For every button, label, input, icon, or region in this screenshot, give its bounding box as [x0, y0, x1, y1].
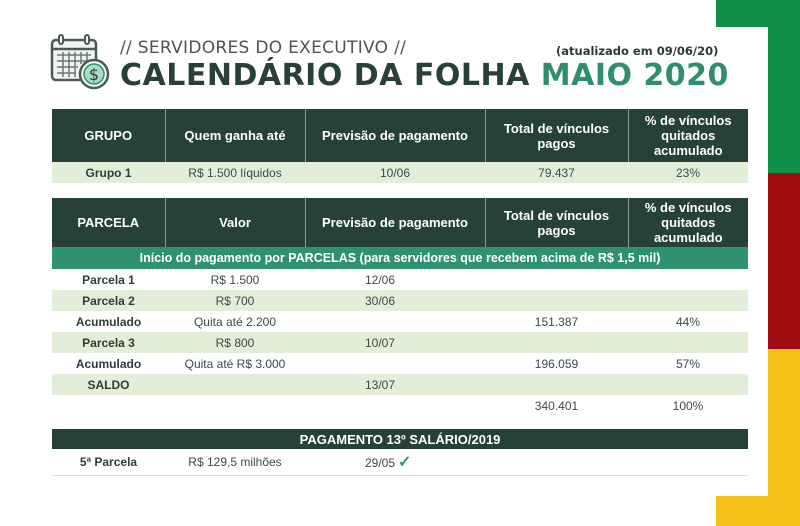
subtitle: // SERVIDORES DO EXECUTIVO //	[120, 38, 407, 58]
col-header-percent: % de vínculos quitados acumulado	[628, 109, 748, 162]
cell-total	[485, 269, 628, 290]
table-row: Acumulado Quita até 2.200 151.387 44%	[52, 311, 748, 332]
col-header-parcela: PARCELA	[52, 198, 166, 247]
col-header-percent: % de vínculos quitados acumulado	[628, 198, 748, 247]
cell-percent: 44%	[675, 314, 701, 329]
parcela-table: PARCELA Valor Previsão de pagamento Tota…	[52, 198, 748, 416]
date-text: 29/05	[365, 456, 396, 470]
flag-yellow-band-bottom	[716, 496, 800, 526]
col-header-valor: Valor	[165, 198, 306, 247]
cell-previsao: 12/06	[365, 272, 396, 287]
cell-parcela: Acumulado	[75, 356, 142, 371]
cell-parcela: SALDO	[52, 374, 165, 395]
cell-previsao: 10/06	[305, 162, 485, 183]
title-main: CALENDÁRIO DA FOLHA	[120, 58, 530, 93]
cell-total: 79.437	[485, 162, 628, 183]
cell-valor: R$ 1.500	[210, 272, 260, 287]
cell-valor	[165, 395, 305, 416]
table-row: Grupo 1 R$ 1.500 líquidos 10/06 79.437 2…	[52, 162, 748, 183]
table-row: SALDO 13/07	[52, 374, 748, 395]
svg-text:$: $	[89, 65, 99, 84]
cell-parcela: Parcela 2	[52, 290, 165, 311]
cell-previsao: 10/07	[305, 332, 485, 353]
cell-previsao: 30/06	[305, 290, 485, 311]
cell-total: 340.401	[534, 398, 579, 413]
table-row: Acumulado Quita até R$ 3.000 196.059 57%	[52, 353, 748, 374]
checkmark-icon: ✓	[398, 454, 412, 471]
cell-percent	[628, 332, 748, 353]
cell-parcela: Acumulado	[75, 314, 142, 329]
cell-previsao: 29/05 ✓	[305, 449, 485, 476]
cell-valor: R$ 700	[165, 290, 305, 311]
cell-total: 151.387	[534, 314, 579, 329]
table-row-total: 340.401 100%	[52, 395, 748, 416]
table-row: 5ª Parcela R$ 129,5 milhões 29/05 ✓	[52, 449, 749, 476]
cell-percent	[628, 269, 748, 290]
cell-quem-ganha: R$ 1.500 líquidos	[165, 162, 305, 183]
page-title: CALENDÁRIO DA FOLHA MAIO 2020	[120, 58, 729, 93]
cell-parcela: Parcela 1	[82, 272, 135, 287]
flag-red-bar	[768, 173, 800, 349]
cell-parcela: Parcela 3	[52, 332, 165, 353]
cell-previsao: 13/07	[305, 374, 485, 395]
cell-previsao	[305, 311, 485, 332]
cell-total: 196.059	[534, 356, 579, 371]
cell-valor: Quita até R$ 3.000	[184, 356, 286, 371]
table-row: Parcela 1 R$ 1.500 12/06	[52, 269, 748, 290]
cell-valor	[165, 374, 305, 395]
col-header-total: Total de vínculos pagos	[485, 109, 629, 162]
col-header-quem-ganha: Quem ganha até	[165, 109, 306, 162]
col-header-grupo: GRUPO	[52, 109, 166, 162]
cell-total	[485, 449, 628, 476]
cell-previsao	[305, 353, 485, 374]
cell-percent	[628, 449, 749, 476]
cell-valor: Quita até 2.200	[193, 314, 277, 329]
grupo-table: GRUPO Quem ganha até Previsão de pagamen…	[52, 109, 748, 183]
cell-total	[485, 332, 628, 353]
cell-grupo: Grupo 1	[52, 162, 165, 183]
parcelas-banner: Início do pagamento por PARCELAS (para s…	[52, 247, 748, 269]
cell-percent	[628, 374, 748, 395]
cell-valor: R$ 800	[165, 332, 305, 353]
cell-parcela	[52, 395, 165, 416]
decimo-terceiro-table: PAGAMENTO 13º SALÁRIO/2019 5ª Parcela R$…	[52, 429, 749, 476]
updated-date: (atualizado em 09/06/20)	[556, 44, 719, 58]
cell-percent	[628, 290, 748, 311]
decimo-header: PAGAMENTO 13º SALÁRIO/2019	[52, 429, 749, 449]
cell-percent: 23%	[628, 162, 748, 183]
cell-total	[485, 290, 628, 311]
col-header-previsao: Previsão de pagamento	[305, 198, 486, 247]
title-accent: MAIO 2020	[540, 58, 729, 93]
col-header-previsao: Previsão de pagamento	[305, 109, 486, 162]
calendar-money-icon: $	[50, 34, 110, 90]
table-row: Parcela 2 R$ 700 30/06	[52, 290, 748, 311]
table-row: Parcela 3 R$ 800 10/07	[52, 332, 748, 353]
cell-total	[485, 374, 628, 395]
cell-parcela: 5ª Parcela	[52, 449, 165, 476]
cell-valor: R$ 129,5 milhões	[165, 449, 305, 476]
cell-percent: 57%	[675, 356, 701, 371]
cell-previsao	[305, 395, 485, 416]
cell-percent: 100%	[672, 398, 704, 413]
flag-green-bar	[768, 0, 800, 173]
col-header-total: Total de vínculos pagos	[485, 198, 629, 247]
